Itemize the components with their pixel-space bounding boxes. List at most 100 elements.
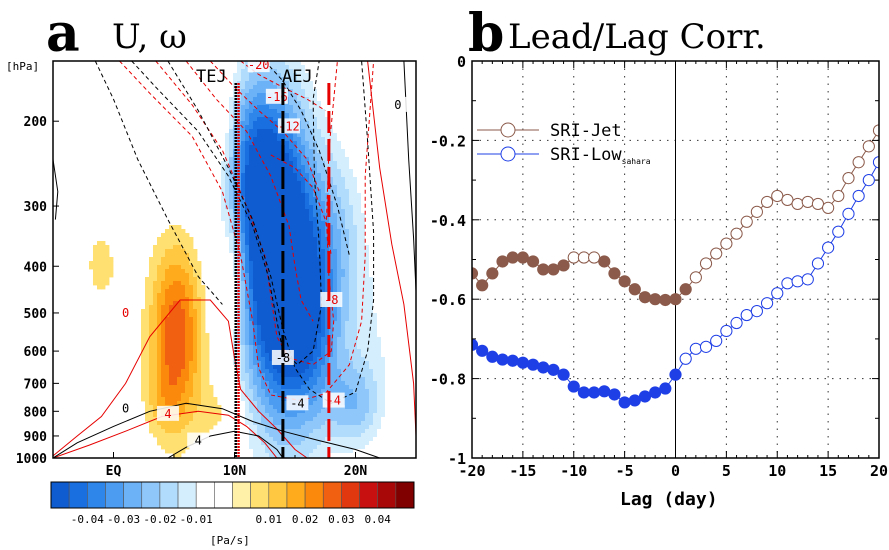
omega-cell bbox=[269, 225, 274, 230]
omega-cell bbox=[257, 257, 262, 262]
omega-cell bbox=[289, 189, 294, 194]
omega-cell bbox=[265, 145, 270, 150]
omega-cell bbox=[153, 425, 158, 430]
omega-cell bbox=[337, 317, 342, 322]
omega-cell bbox=[257, 165, 262, 170]
omega-cell bbox=[185, 161, 190, 166]
omega-cell bbox=[309, 437, 314, 442]
omega-cell bbox=[361, 357, 366, 362]
omega-cell bbox=[353, 369, 358, 374]
series-marker-low bbox=[618, 396, 631, 409]
omega-cell bbox=[361, 361, 366, 366]
omega-cell bbox=[365, 177, 370, 182]
omega-cell bbox=[381, 365, 386, 370]
omega-cell bbox=[365, 425, 370, 430]
omega-cell bbox=[325, 365, 330, 370]
omega-cell bbox=[377, 341, 382, 346]
omega-cell bbox=[269, 209, 274, 214]
omega-cell bbox=[313, 433, 318, 438]
omega-cell bbox=[221, 145, 226, 150]
omega-cell bbox=[329, 161, 334, 166]
omega-cell bbox=[297, 301, 302, 306]
omega-cell bbox=[241, 77, 246, 82]
omega-cell bbox=[357, 305, 362, 310]
omega-cell bbox=[249, 165, 254, 170]
omega-cell bbox=[201, 313, 206, 318]
colorbar-frame bbox=[50, 481, 415, 509]
omega-cell bbox=[361, 245, 366, 250]
omega-cell bbox=[357, 385, 362, 390]
omega-cell bbox=[265, 345, 270, 350]
omega-cell bbox=[301, 369, 306, 374]
omega-cell bbox=[349, 289, 354, 294]
omega-cell bbox=[373, 229, 378, 234]
omega-cell bbox=[189, 409, 194, 414]
omega-cell bbox=[165, 277, 170, 282]
omega-cell bbox=[221, 165, 226, 170]
omega-cell bbox=[245, 353, 250, 358]
omega-cell bbox=[345, 325, 350, 330]
omega-cell bbox=[261, 429, 266, 434]
omega-cell bbox=[201, 361, 206, 366]
omega-cell bbox=[201, 301, 206, 306]
omega-cell bbox=[261, 333, 266, 338]
omega-cell bbox=[281, 133, 286, 138]
omega-cell bbox=[245, 413, 250, 418]
omega-cell bbox=[185, 305, 190, 310]
colorbar-swatch bbox=[87, 481, 106, 509]
omega-cell bbox=[285, 433, 290, 438]
omega-cell bbox=[329, 145, 334, 150]
omega-cell bbox=[249, 121, 254, 126]
omega-cell bbox=[205, 409, 210, 414]
omega-cell bbox=[341, 133, 346, 138]
omega-cell bbox=[285, 221, 290, 226]
omega-cell bbox=[253, 369, 258, 374]
omega-cell bbox=[181, 249, 186, 254]
omega-cell bbox=[193, 429, 198, 434]
omega-cell bbox=[365, 173, 370, 178]
omega-cell bbox=[377, 353, 382, 358]
omega-cell bbox=[265, 393, 270, 398]
omega-cell bbox=[313, 269, 318, 274]
omega-cell bbox=[257, 121, 262, 126]
omega-cell bbox=[377, 289, 382, 294]
omega-cell bbox=[329, 245, 334, 250]
omega-cell bbox=[309, 413, 314, 418]
omega-cell bbox=[297, 145, 302, 150]
omega-cell bbox=[313, 353, 318, 358]
omega-cell bbox=[149, 309, 154, 314]
omega-cell bbox=[361, 441, 366, 446]
omega-cell bbox=[221, 245, 226, 250]
omega-cell bbox=[309, 433, 314, 438]
omega-cell bbox=[313, 157, 318, 162]
omega-cell bbox=[253, 189, 258, 194]
omega-cell bbox=[273, 121, 278, 126]
omega-cell bbox=[193, 325, 198, 330]
omega-cell bbox=[253, 249, 258, 254]
omega-cell bbox=[337, 233, 342, 238]
omega-cell bbox=[369, 297, 374, 302]
omega-cell bbox=[393, 341, 398, 346]
omega-cell bbox=[229, 237, 234, 242]
omega-cell bbox=[365, 297, 370, 302]
omega-cell bbox=[265, 233, 270, 238]
omega-cell bbox=[305, 77, 310, 82]
omega-cell bbox=[353, 181, 358, 186]
omega-cell bbox=[261, 285, 266, 290]
omega-cell bbox=[153, 321, 158, 326]
omega-cell bbox=[361, 225, 366, 230]
omega-cell bbox=[301, 245, 306, 250]
omega-cell bbox=[337, 449, 342, 454]
omega-cell bbox=[357, 409, 362, 414]
omega-cell bbox=[185, 149, 190, 154]
omega-cell bbox=[273, 269, 278, 274]
omega-cell bbox=[165, 289, 170, 294]
omega-cell bbox=[253, 301, 258, 306]
omega-cell bbox=[97, 245, 102, 250]
omega-cell bbox=[317, 289, 322, 294]
omega-cell bbox=[249, 89, 254, 94]
series-marker-low bbox=[852, 189, 865, 203]
omega-cell bbox=[301, 333, 306, 338]
omega-cell bbox=[329, 113, 334, 118]
omega-cell bbox=[305, 305, 310, 310]
